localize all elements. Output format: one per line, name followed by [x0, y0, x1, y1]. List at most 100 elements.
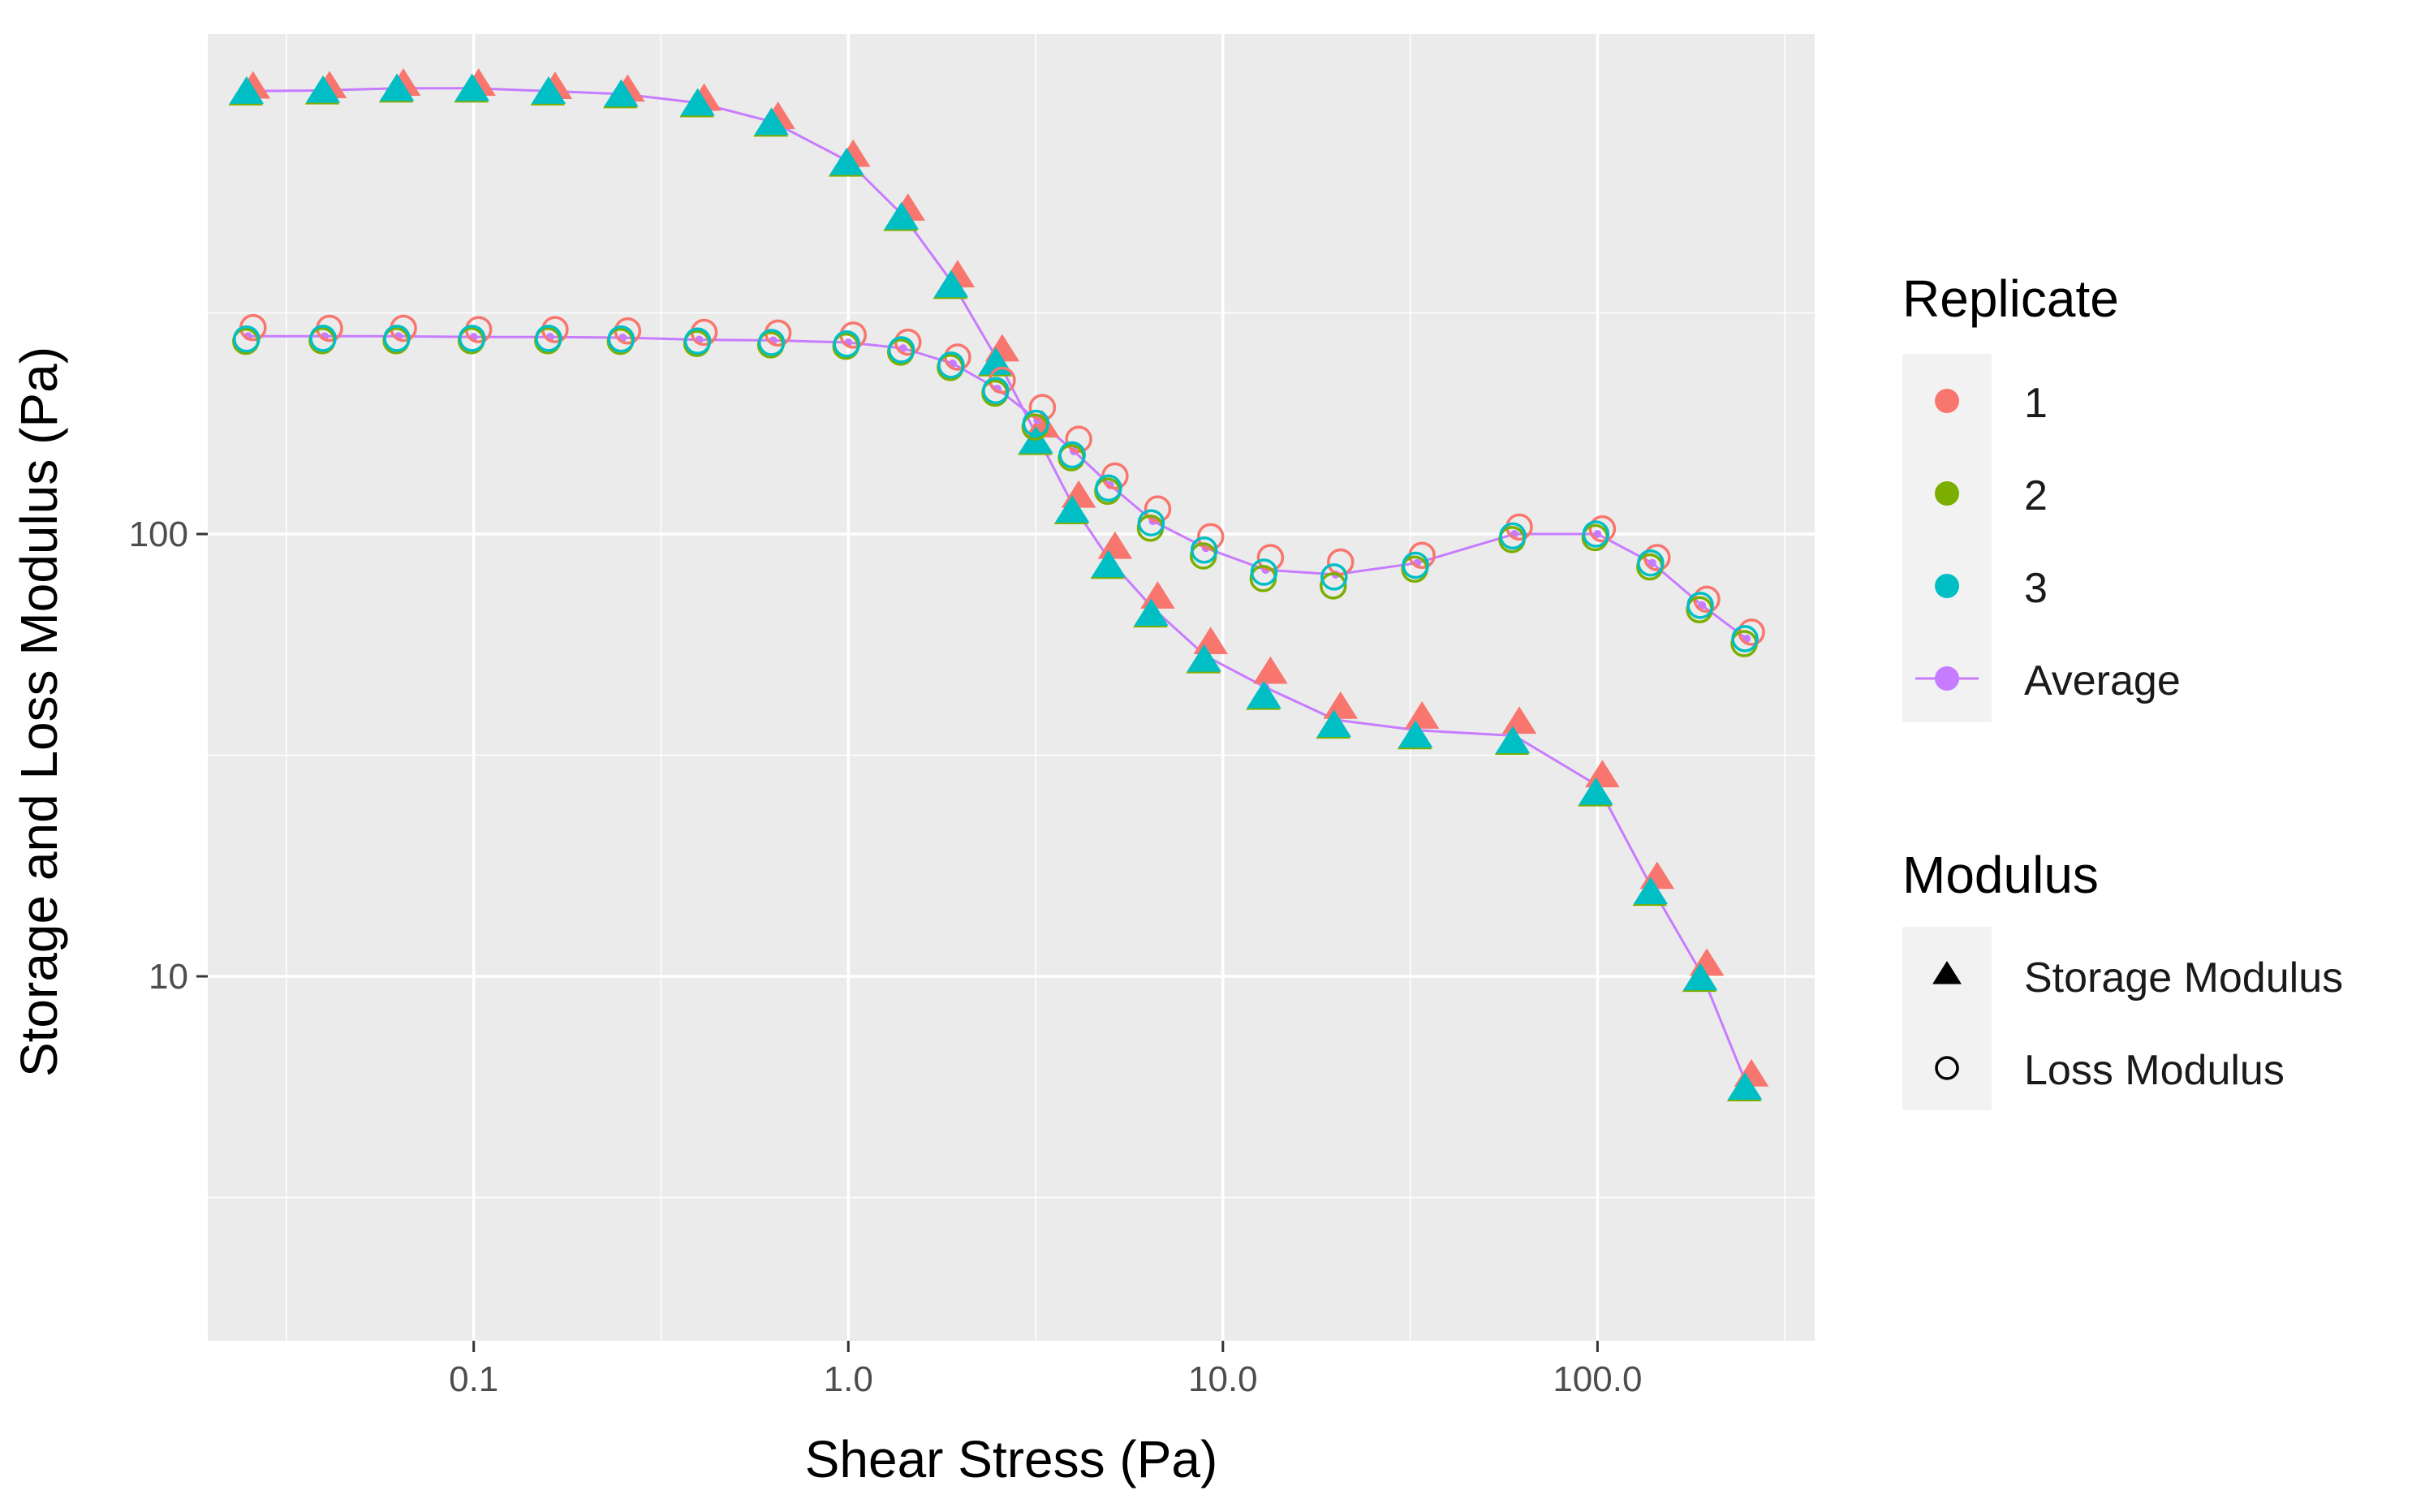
- loss-rep3-point-24: [1731, 625, 1759, 653]
- loss-rep3-point-13: [1058, 441, 1086, 469]
- storage-rep3-point-23: [1682, 963, 1718, 991]
- plot-panel: [208, 34, 1815, 1341]
- storage-rep3-point-3: [454, 73, 489, 101]
- legend-label-replicate-1: 1: [2024, 380, 2048, 427]
- loss-rep2-point-18: [1320, 572, 1347, 600]
- storage-rep3-point-9: [884, 201, 919, 230]
- storage-rep3-point-1: [305, 75, 341, 103]
- storage-rep3-point-24: [1727, 1072, 1763, 1101]
- loss-rep3-point-17: [1250, 558, 1278, 586]
- y-axis-title: Storage and Loss Modulus (Pa): [10, 347, 68, 1077]
- legend-label-loss-modulus: Loss Modulus: [2024, 1047, 2285, 1094]
- loss-rep3-point-14: [1095, 474, 1122, 502]
- legend-key-replicate-3: [1935, 574, 1959, 598]
- storage-rep1-point-21: [1585, 760, 1620, 788]
- x-tick-label-0: 0.1: [449, 1359, 498, 1399]
- x-tick-label-2: 10.0: [1188, 1359, 1258, 1399]
- storage-rep3-point-2: [379, 73, 415, 101]
- loss-rep3-point-10: [937, 351, 965, 379]
- legend-label-replicate-3: 3: [2024, 565, 2048, 612]
- legend-modulus-title: Modulus: [1902, 846, 2099, 904]
- y-axis: 10 100: [129, 515, 208, 997]
- loss-rep1-point-15: [1144, 495, 1172, 523]
- storage-rep3-point-22: [1633, 877, 1669, 905]
- legend-label-storage-modulus: Storage Modulus: [2024, 954, 2343, 1002]
- storage-rep3-point-5: [604, 79, 639, 107]
- loss-rep3-point-15: [1137, 509, 1165, 536]
- storage-rep1-point-15: [1140, 581, 1175, 609]
- loss-rep3-point-3: [458, 325, 486, 352]
- loss-rep3-point-9: [887, 336, 915, 364]
- loss-rep1-point-18: [1327, 548, 1355, 576]
- loss-average-point-23: [1698, 601, 1707, 610]
- storage-rep3-point-16: [1187, 644, 1221, 672]
- legend-replicate-keys-background: [1902, 354, 1992, 722]
- storage-rep3-point-13: [1054, 495, 1090, 523]
- storage-rep3-point-8: [829, 147, 864, 175]
- loss-rep1-point-12: [1028, 394, 1057, 421]
- x-axis-title: Shear Stress (Pa): [805, 1430, 1218, 1488]
- loss-rep1-point-13: [1065, 425, 1092, 454]
- storage-rep1-point-20: [1501, 706, 1537, 734]
- storage-rep3-point-4: [531, 76, 566, 104]
- storage-rep3-point-19: [1398, 720, 1433, 748]
- legend-label-replicate-2: 2: [2024, 472, 2048, 519]
- loss-rep3-point-8: [833, 330, 861, 358]
- legend-key-replicate-2: [1935, 481, 1959, 506]
- x-axis: 0.1 1.0 10.0 100.0: [449, 1341, 1642, 1399]
- loss-rep1-point-16: [1196, 523, 1225, 550]
- x-tick-label-1: 1.0: [824, 1359, 873, 1399]
- loss-rep3-point-11: [982, 377, 1010, 405]
- storage-rep3-point-18: [1316, 709, 1352, 738]
- storage-rep1-point-19: [1404, 701, 1440, 729]
- loss-rep3-point-21: [1582, 520, 1610, 548]
- loss-rep3-point-20: [1499, 522, 1527, 550]
- legend-key-average: [1935, 666, 1959, 691]
- loss-average-point-21: [1593, 530, 1602, 539]
- storage-rep1-point-18: [1323, 691, 1359, 719]
- loss-rep3-point-1: [309, 325, 337, 352]
- storage-rep3-point-14: [1091, 549, 1126, 578]
- storage-rep1-point-16: [1193, 627, 1228, 655]
- storage-rep3-point-21: [1579, 777, 1613, 805]
- data-points: [228, 68, 1769, 1102]
- legend-label-average: Average: [2024, 657, 2181, 704]
- legend-key-storage-modulus: [1932, 961, 1962, 984]
- legend-key-loss-modulus: [1935, 1056, 1959, 1080]
- legend-modulus-keys: [1932, 961, 1962, 1080]
- storage-rep3-point-0: [229, 76, 265, 104]
- loss-rep1-point-22: [1643, 544, 1671, 571]
- legend-replicate-keys: [1915, 389, 1979, 691]
- storage-rep1-point-17: [1253, 656, 1288, 684]
- loss-rep3-point-18: [1320, 563, 1348, 591]
- storage-rep1-point-14: [1097, 531, 1133, 559]
- loss-rep3-point-6: [683, 327, 712, 355]
- loss-rep3-point-12: [1022, 409, 1050, 437]
- loss-rep3-point-16: [1190, 536, 1218, 564]
- storage-rep3-point-7: [754, 107, 789, 136]
- storage-rep3-point-6: [680, 88, 715, 116]
- gridlines: [208, 34, 1815, 1341]
- loss-rep3-point-7: [757, 329, 786, 356]
- legend-replicate: Replicate 1 2 3 Average: [1902, 269, 2181, 722]
- storage-rep3-point-15: [1134, 598, 1169, 627]
- storage-rep3-point-10: [933, 269, 969, 298]
- legend-key-replicate-1: [1935, 389, 1959, 413]
- x-tick-label-3: 100.0: [1553, 1359, 1642, 1399]
- legend-replicate-title: Replicate: [1902, 269, 2119, 328]
- loss-average-point-9: [898, 344, 907, 353]
- loss-rep3-point-2: [383, 325, 411, 352]
- loss-rep3-point-22: [1637, 549, 1665, 577]
- legend-modulus-keys-background: [1902, 927, 1992, 1110]
- loss-rep3-point-23: [1686, 592, 1714, 619]
- y-tick-label-1: 100: [129, 515, 188, 554]
- loss-rep1-point-21: [1588, 515, 1617, 543]
- loss-rep3-point-5: [607, 325, 635, 353]
- legend-modulus: Modulus Storage Modulus Loss Modulus: [1902, 846, 2343, 1110]
- y-tick-label-0: 10: [149, 957, 188, 997]
- loss-rep3-point-0: [233, 325, 261, 353]
- storage-rep3-point-17: [1247, 680, 1281, 709]
- loss-rep3-point-4: [535, 325, 562, 352]
- loss-average-point-22: [1648, 558, 1656, 567]
